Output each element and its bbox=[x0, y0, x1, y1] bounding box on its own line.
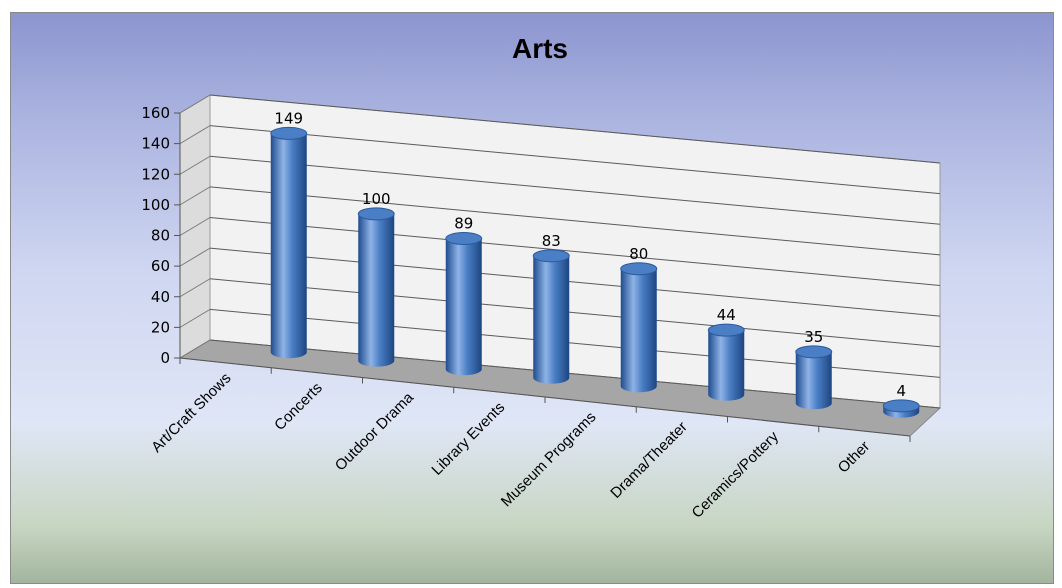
bar-body bbox=[533, 255, 570, 384]
x-tick-label: Museum Programs bbox=[498, 409, 600, 511]
x-tick-label: Library Events bbox=[428, 399, 508, 479]
y-tick-label: 20 bbox=[151, 318, 170, 336]
y-tick-label: 120 bbox=[141, 165, 170, 183]
bar-top bbox=[620, 262, 658, 276]
x-tick-label: Concerts bbox=[271, 379, 325, 433]
gridline-side bbox=[179, 155, 211, 175]
x-tick-label: Other bbox=[835, 438, 874, 477]
bar-body bbox=[620, 268, 657, 393]
bar bbox=[795, 345, 833, 410]
bar-top bbox=[795, 345, 833, 359]
gridline bbox=[209, 125, 941, 195]
data-label: 149 bbox=[274, 109, 303, 127]
bar-top bbox=[882, 399, 920, 413]
y-tick-label: 140 bbox=[141, 135, 170, 153]
gridline bbox=[209, 155, 941, 225]
gridline-side bbox=[179, 186, 211, 206]
bar-body bbox=[795, 351, 832, 410]
bar bbox=[707, 323, 745, 401]
data-label: 4 bbox=[896, 382, 906, 400]
gridline-side bbox=[179, 217, 211, 236]
bar bbox=[620, 262, 658, 393]
bar-top bbox=[270, 126, 308, 140]
bar-top bbox=[707, 323, 745, 337]
bar-body bbox=[445, 238, 482, 376]
x-tick-label: Art/Craft Shows bbox=[148, 370, 234, 456]
y-axis: 0 20 40 60 80 100 120 140 160 bbox=[141, 104, 181, 367]
chart-title: Arts bbox=[512, 33, 568, 64]
y-tick-label: 60 bbox=[151, 257, 170, 275]
x-tick-label: Ceramics/Pottery bbox=[689, 428, 783, 522]
data-label: 89 bbox=[454, 215, 473, 233]
gridline-side bbox=[179, 94, 211, 114]
bar bbox=[357, 207, 395, 367]
gridline bbox=[209, 186, 941, 256]
bar bbox=[532, 249, 570, 384]
x-tick-label: Drama/Theater bbox=[607, 418, 690, 501]
data-labels: 149 100 89 83 80 44 35 4 bbox=[274, 109, 906, 399]
bar-top bbox=[445, 232, 483, 246]
bar-top bbox=[357, 207, 395, 221]
data-label: 100 bbox=[362, 190, 391, 208]
bar-body bbox=[708, 330, 745, 401]
bar bbox=[270, 126, 308, 359]
bar bbox=[445, 232, 483, 376]
bar-top bbox=[532, 249, 570, 263]
bar-body bbox=[358, 213, 395, 367]
y-tick-label: 100 bbox=[141, 196, 170, 214]
y-tick-label: 40 bbox=[151, 288, 170, 306]
gridline bbox=[209, 247, 941, 317]
x-tick-label: Outdoor Drama bbox=[332, 389, 418, 475]
data-label: 83 bbox=[542, 232, 561, 250]
data-label: 35 bbox=[804, 328, 823, 346]
gridline bbox=[209, 217, 941, 286]
gridline-side bbox=[179, 125, 211, 145]
bar-body bbox=[270, 133, 307, 359]
gridline bbox=[209, 94, 941, 164]
gridline-side bbox=[179, 308, 211, 328]
data-label: 44 bbox=[717, 306, 736, 324]
data-label: 80 bbox=[629, 245, 648, 263]
y-tick-label: 80 bbox=[151, 227, 170, 245]
y-tick-label: 160 bbox=[141, 104, 170, 122]
bar bbox=[882, 399, 920, 418]
y-tick-label: 0 bbox=[160, 349, 170, 367]
gridline-side bbox=[179, 339, 211, 359]
gridline-side bbox=[179, 278, 211, 298]
bars bbox=[270, 126, 920, 418]
gridline-side bbox=[179, 247, 211, 267]
gridline bbox=[209, 278, 941, 348]
